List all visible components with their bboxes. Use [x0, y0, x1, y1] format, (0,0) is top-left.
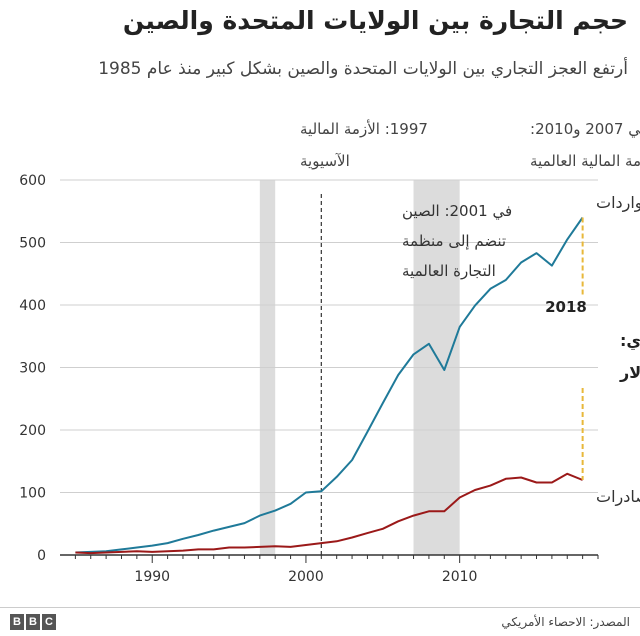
x-tick-label: 1990 — [134, 569, 170, 585]
y-tick-label: 0 — [37, 548, 46, 564]
period-label: الآسيوية — [300, 152, 350, 170]
chart-subtitle: أرتفع العجز التجاري بين الولايات المتحدة… — [98, 59, 628, 79]
deficit-label: العجز التجاري: — [620, 331, 640, 351]
y-tick-label: 100 — [19, 486, 46, 502]
event-label: في 2001: الصين — [402, 202, 512, 221]
series-label: الصادرات — [596, 487, 640, 507]
logo-letter: B — [26, 614, 40, 630]
period-label: 1997: الأزمة المالية — [300, 119, 428, 138]
y-tick-label: 500 — [19, 236, 46, 252]
chart-title: حجم التجارة بين الولايات المتحدة والصين — [122, 6, 628, 35]
bbc-logo: B B C — [10, 614, 56, 630]
y-tick-label: 300 — [19, 361, 46, 377]
source-note: المصدر: الاحصاء الأمريكي — [501, 615, 630, 629]
series-line — [75, 472, 583, 555]
x-tick-label: 2010 — [442, 569, 478, 585]
deficit-value: 419 مليار دولار — [619, 363, 640, 382]
logo-letter: B — [10, 614, 24, 630]
series-label: الواردات — [596, 193, 640, 213]
series-line — [75, 216, 584, 554]
line-chart: 0 100 200 300 400 500 600 1990 2000 2010 في 2001: … — [19, 119, 640, 585]
deficit-year: 2018 — [545, 298, 587, 316]
logo-letter: C — [42, 614, 56, 630]
period-label: بين عامي 2007 و2010: — [530, 120, 640, 139]
x-tick-label: 2000 — [288, 569, 324, 585]
period-label: الأزمة المالية العالمية — [530, 151, 640, 170]
event-label: التجارة العالمية — [402, 262, 496, 280]
y-tick-label: 600 — [19, 173, 46, 189]
y-tick-label: 200 — [19, 423, 46, 439]
event-label: تنضم إلى منظمة — [402, 232, 506, 250]
y-tick-label: 400 — [19, 298, 46, 314]
footer: B B C المصدر: الاحصاء الأمريكي — [0, 607, 640, 636]
